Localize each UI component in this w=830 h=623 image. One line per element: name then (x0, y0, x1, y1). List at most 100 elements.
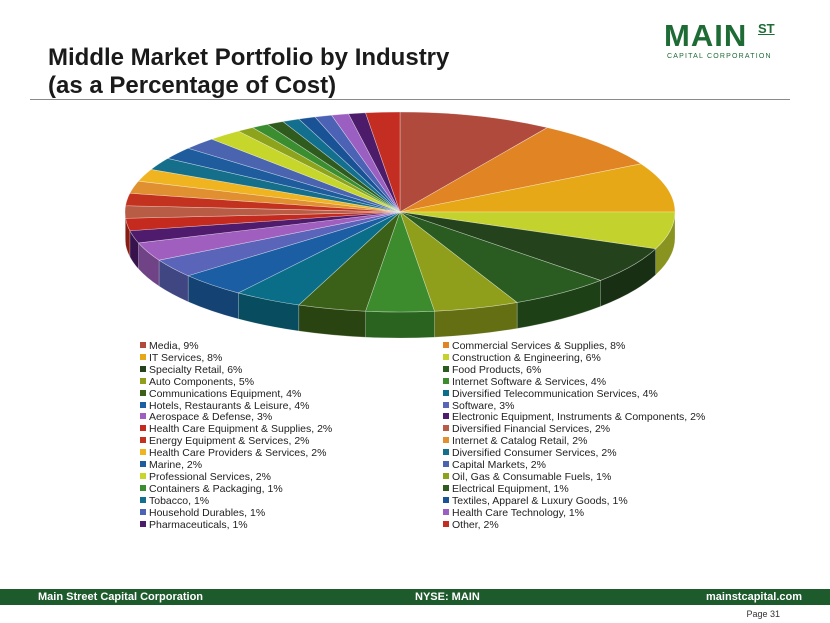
legend-label: Health Care Equipment & Supplies, 2% (149, 423, 333, 436)
main-street-logo: MAIN ST CAPITAL CORPORATION (662, 18, 782, 62)
legend-item: Media, 9% (140, 340, 199, 352)
logo-superscript: ST (758, 21, 775, 36)
logo-tagline: CAPITAL CORPORATION (667, 53, 772, 60)
legend-label: Health Care Providers & Services, 2% (149, 447, 327, 460)
legend-item: Containers & Packaging, 1% (140, 483, 283, 495)
legend-swatch (443, 377, 449, 384)
legend-swatch (140, 484, 146, 491)
pie-slice-1 (399, 111, 549, 213)
pie-slice-2 (399, 127, 642, 213)
legend-label: Pharmaceuticals, 1% (149, 518, 248, 531)
legend-label: Professional Services, 2% (149, 470, 271, 483)
legend-swatch (140, 377, 146, 384)
legend-label: Media, 9% (149, 340, 199, 352)
legend-label: Household Durables, 1% (149, 506, 266, 519)
legend-item: Internet & Catalog Retail, 2% (443, 435, 587, 447)
legend-swatch (140, 401, 146, 408)
legend-swatch (443, 401, 449, 408)
legend-label: Communications Equipment, 4% (149, 387, 302, 400)
legend-item: Electronic Equipment, Instruments & Comp… (443, 411, 705, 423)
legend-swatch (140, 472, 146, 479)
legend-item: Tobacco, 1% (140, 495, 209, 507)
legend-label: Energy Equipment & Services, 2% (149, 435, 310, 448)
legend-item: Other, 2% (443, 519, 499, 531)
title-line-1: Middle Market Portfolio by Industry (48, 44, 450, 71)
legend-label: Internet Software & Services, 4% (452, 375, 607, 388)
legend-label: Construction & Engineering, 6% (452, 351, 601, 364)
legend-swatch (443, 342, 449, 348)
legend-swatch (443, 353, 449, 360)
legend-swatch (140, 520, 146, 527)
footer-company: Main Street Capital Corporation (38, 591, 204, 603)
legend-label: Commercial Services & Supplies, 8% (452, 340, 626, 352)
legend-item: Diversified Telecommunication Services, … (443, 388, 658, 400)
footer-website[interactable]: mainstcapital.com (706, 591, 802, 603)
legend-swatch (443, 413, 449, 420)
legend-swatch (443, 461, 449, 467)
legend-label: Software, 3% (452, 399, 515, 412)
legend-label: Food Products, 6% (452, 363, 542, 376)
legend-label: Containers & Packaging, 1% (149, 482, 283, 495)
legend-item: Health Care Technology, 1% (443, 507, 584, 519)
legend-label: Auto Components, 5% (149, 375, 255, 388)
legend-swatch (140, 508, 146, 515)
legend-item: Diversified Financial Services, 2% (443, 423, 610, 435)
pie-slice-32 (365, 111, 401, 213)
legend-swatch (443, 449, 449, 456)
legend-swatch (140, 413, 146, 420)
legend-item: Oil, Gas & Consumable Fuels, 1% (443, 471, 611, 483)
legend-label: IT Services, 8% (149, 351, 223, 364)
legend-label: Internet & Catalog Retail, 2% (452, 435, 588, 448)
industry-pie-chart (124, 111, 676, 339)
legend-swatch (140, 449, 146, 456)
legend-label: Aerospace & Defense, 3% (149, 411, 273, 424)
legend-swatch (140, 461, 146, 467)
title-divider (30, 99, 790, 100)
legend-swatch (443, 496, 449, 503)
pie-side-8 (365, 310, 435, 339)
legend-item: Internet Software & Services, 4% (443, 376, 606, 388)
legend-item: Textiles, Apparel & Luxury Goods, 1% (443, 495, 628, 507)
legend-swatch (140, 496, 146, 503)
legend-swatch (140, 425, 146, 432)
legend-label: Hotels, Restaurants & Leisure, 4% (149, 399, 310, 412)
legend-swatch (443, 437, 449, 444)
legend-item: Auto Components, 5% (140, 376, 254, 388)
legend-item: Health Care Providers & Services, 2% (140, 447, 326, 459)
legend-swatch (140, 342, 146, 348)
title-line-2: (as a Percentage of Cost) (48, 72, 337, 99)
legend-item: Communications Equipment, 4% (140, 388, 301, 400)
legend-swatch (443, 389, 449, 396)
logo-wordmark: MAIN (664, 18, 748, 53)
legend-label: Other, 2% (452, 518, 499, 531)
legend-item: Specialty Retail, 6% (140, 364, 242, 376)
legend-swatch (140, 353, 146, 360)
legend-item: Diversified Consumer Services, 2% (443, 447, 617, 459)
footer-ticker: NYSE: MAIN (415, 591, 480, 603)
legend-swatch (140, 365, 146, 372)
legend-swatch (443, 365, 449, 372)
legend-swatch (443, 520, 449, 527)
legend-label: Electrical Equipment, 1% (452, 482, 569, 495)
legend-item: Commercial Services & Supplies, 8% (443, 340, 625, 352)
legend-swatch (443, 508, 449, 515)
legend-item: IT Services, 8% (140, 352, 222, 364)
legend-swatch (443, 425, 449, 432)
legend-label: Textiles, Apparel & Luxury Goods, 1% (452, 494, 628, 507)
legend-item: Marine, 2% (140, 459, 202, 471)
legend-swatch (140, 437, 146, 444)
page-title: Middle Market Portfolio by Industry (as … (48, 44, 449, 100)
legend-item: Health Care Equipment & Supplies, 2% (140, 423, 332, 435)
legend-label: Marine, 2% (149, 459, 203, 471)
legend-item: Household Durables, 1% (140, 507, 265, 519)
legend-label: Capital Markets, 2% (452, 459, 546, 471)
legend-swatch (140, 389, 146, 396)
legend-label: Specialty Retail, 6% (149, 363, 243, 376)
pie-slices (124, 111, 676, 313)
legend-item: Electrical Equipment, 1% (443, 483, 569, 495)
legend-item: Food Products, 6% (443, 364, 541, 376)
legend-item: Software, 3% (443, 400, 514, 412)
pie-side-walls (124, 211, 676, 339)
legend-item: Aerospace & Defense, 3% (140, 411, 272, 423)
legend-swatch (443, 484, 449, 491)
